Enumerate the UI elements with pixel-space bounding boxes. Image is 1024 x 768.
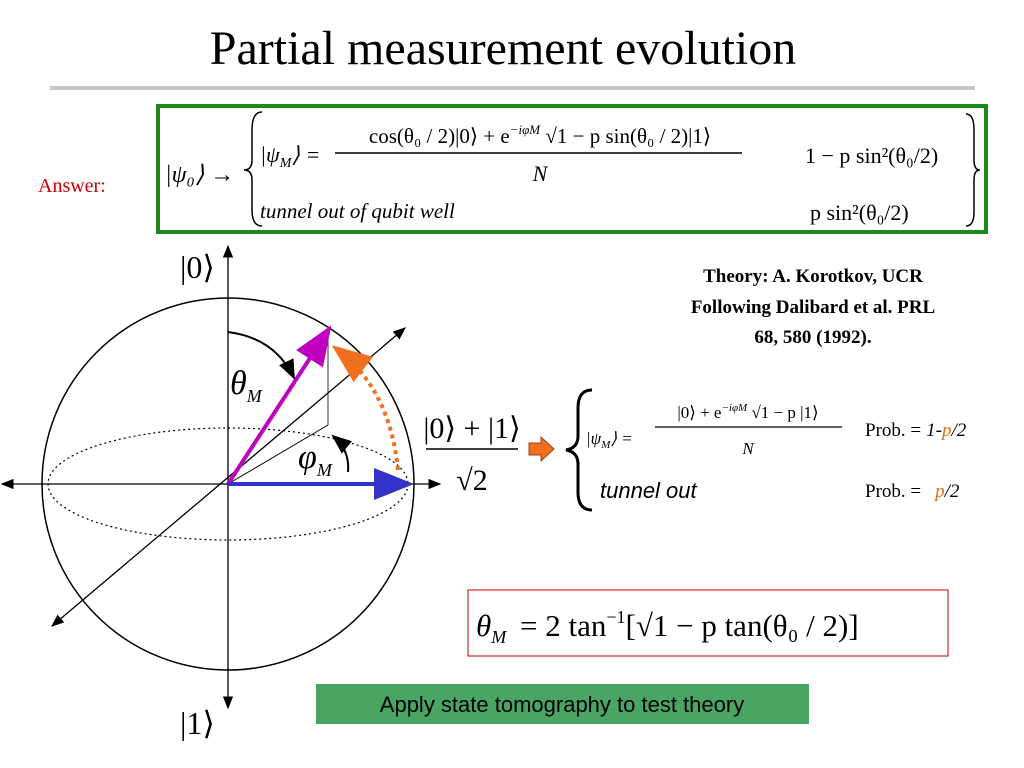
phi-symbol: φ [298, 439, 317, 476]
state-sub: M [600, 439, 611, 451]
numerator-a: cos(θ₀ / 2)|0⟩ + e [369, 124, 510, 148]
note-text: Apply state tomography to test theory [380, 692, 744, 717]
prob-label: Prob. = [865, 420, 921, 441]
denominator: N [532, 161, 549, 186]
prob-lead: 1- [926, 420, 942, 441]
projection [227, 424, 329, 485]
formula-sup: −1 [606, 607, 625, 627]
superposition-denominator: √2 [456, 464, 487, 497]
prob-outcome1: Prob. = 1-p/2 [865, 420, 967, 441]
prob-p: p [940, 420, 952, 441]
numerator-b: √1 − p |1⟩ [747, 403, 818, 422]
pole-top: |0⟩ [180, 249, 215, 285]
outcome-numerator: |0⟩ + e−iφM √1 − p |1⟩ [677, 402, 818, 422]
theta-arc [227, 331, 295, 380]
numerator-b: √1 − p sin(θ₀ / 2)|1⟩ [540, 124, 711, 148]
prob-p: p [933, 481, 945, 502]
state-end: ⟩ = [291, 142, 320, 167]
answer-box [156, 104, 988, 234]
brace [243, 111, 263, 227]
state: |ψM⟩ = [260, 142, 320, 171]
slide-title: Partial measurement evolution [210, 22, 797, 75]
state-text: |ψ [586, 429, 602, 448]
credit-line: Following Dalibard et al. PRL [691, 297, 935, 318]
right-brace [965, 113, 981, 227]
note-box [316, 684, 809, 724]
numerator-a: |0⟩ + e [677, 403, 721, 422]
phi-label: φM [298, 439, 333, 480]
phi-arc [331, 434, 352, 473]
answer-label: Answer: [38, 175, 106, 197]
credit-line: 68, 580 (1992). [754, 327, 871, 348]
theta-sub: M [246, 386, 263, 406]
outcome-tunnel: tunnel out [600, 478, 698, 503]
prob1: 1 − p sin²(θ₀/2) [805, 143, 938, 168]
numerator-sup: −iφM [721, 402, 748, 414]
state-end: ⟩ = [610, 429, 632, 448]
prob-tail: /2 [944, 481, 960, 502]
outcome-brace [565, 388, 593, 512]
tunnel: tunnel out of qubit well [260, 199, 455, 223]
numerator-sup: −iφM [510, 122, 542, 137]
formula-box [467, 589, 949, 657]
outcome-denominator: N [741, 439, 755, 458]
formula-lhs: θ [476, 608, 491, 643]
formula-arg: [√1 − p tan(θ₀ / 2)] [626, 608, 859, 643]
phi-sub: M [316, 460, 333, 480]
outcome-state: |ψM⟩ = [586, 429, 633, 451]
superposition-numerator: |0⟩ + |1⟩ [423, 412, 520, 445]
prob-outcome2: Prob. = p/2 [865, 481, 960, 502]
initial-state: |ψ₀⟩ → [165, 162, 234, 188]
formula-sub: M [490, 627, 507, 647]
credit-line: Theory: A. Korotkov, UCR [703, 266, 923, 287]
numerator: cos(θ₀ / 2)|0⟩ + e−iφM √1 − p sin(θ₀ / 2… [369, 122, 711, 148]
formula-rhs: = 2 tan [512, 608, 607, 643]
state-text: |ψ [260, 142, 280, 167]
theta-label: θM [230, 365, 263, 406]
formula: θM = 2 tan−1[√1 − p tan(θ₀ / 2)] [476, 607, 859, 647]
state-sub: M [279, 156, 293, 171]
evolution-arc [331, 345, 400, 471]
prob-label: Prob. = [865, 481, 921, 502]
prob-tail: /2 [950, 420, 966, 441]
theta-symbol: θ [230, 365, 247, 402]
pole-bottom: |1⟩ [180, 705, 215, 741]
prob2: p sin²(θ₀/2) [810, 200, 909, 225]
state-vector [226, 325, 332, 486]
arrow [528, 435, 555, 463]
